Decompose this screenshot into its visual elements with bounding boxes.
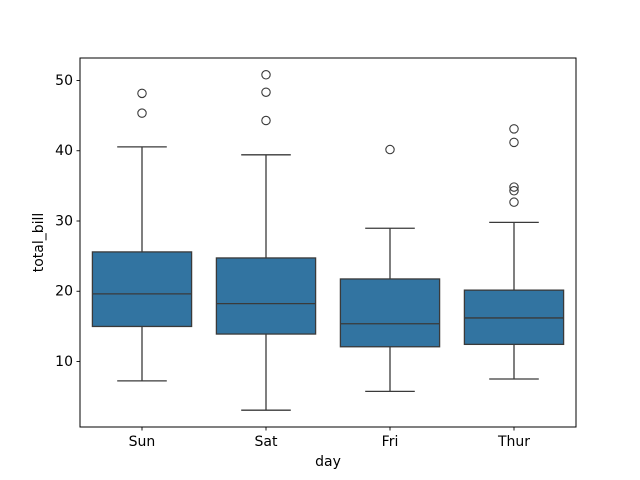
outlier-point: [261, 70, 271, 80]
outlier-point: [509, 182, 519, 192]
y-tick-label: 40: [55, 143, 73, 159]
outlier-point: [385, 144, 395, 155]
box-rect: [91, 251, 193, 328]
x-tick-label: Thur: [497, 434, 530, 450]
y-tick-label: 20: [55, 284, 73, 300]
y-tick-label: 30: [55, 213, 73, 229]
outlier-point: [137, 108, 147, 118]
x-axis-label: day: [315, 454, 341, 470]
outlier-point: [261, 115, 271, 126]
outlier-point: [509, 186, 519, 196]
outlier-point: [509, 124, 519, 134]
outlier-point: [261, 87, 271, 97]
box-group-sat: [215, 70, 317, 411]
x-tick-label: Sat: [255, 434, 278, 450]
outlier-point: [509, 137, 519, 148]
box-group-thur: [463, 124, 565, 380]
box-rect: [339, 278, 441, 348]
outlier-point: [509, 197, 519, 207]
y-axis-label: total_bill: [31, 213, 47, 273]
box-group-fri: [339, 144, 441, 393]
box-rect: [463, 289, 565, 346]
x-tick-label: Sun: [129, 434, 156, 450]
box-group-sun: [91, 88, 193, 382]
outlier-point: [137, 88, 147, 99]
x-tick-label: Fri: [382, 434, 399, 450]
plot-contents: 10 20 30 40 50 Sun Sat Fri Thur: [55, 57, 577, 450]
y-tick-label: 50: [55, 73, 73, 89]
axes-spines: [79, 57, 577, 428]
box-rect: [215, 257, 317, 335]
y-tick-label: 10: [55, 354, 73, 370]
